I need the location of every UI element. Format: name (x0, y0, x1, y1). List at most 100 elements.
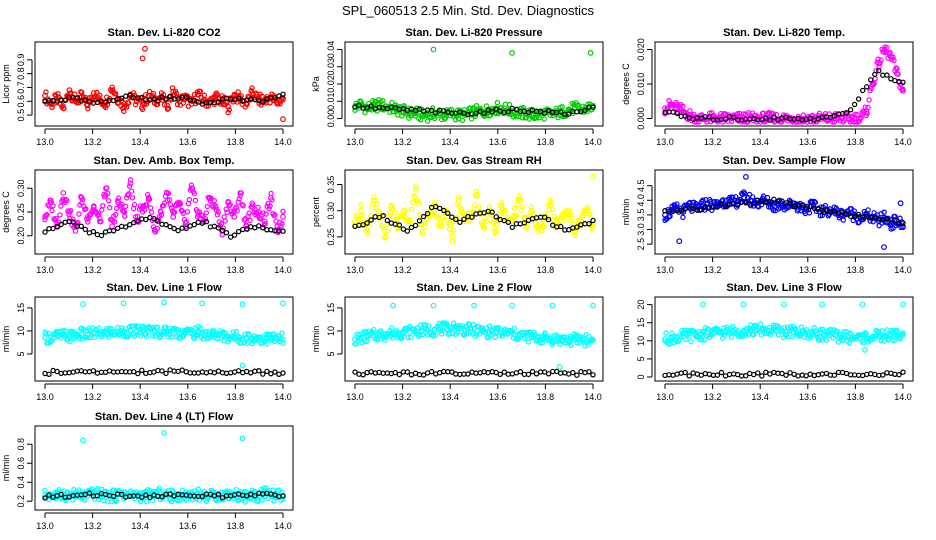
data-point (704, 330, 711, 337)
overlay-point (763, 115, 769, 121)
data-point (255, 209, 262, 215)
outlier-point (161, 299, 167, 306)
data-point (42, 334, 48, 341)
data-point (362, 338, 368, 344)
data-point (431, 326, 438, 333)
data-point (492, 228, 499, 235)
data-point (514, 201, 521, 207)
data-point (184, 209, 191, 215)
overlay-point (151, 215, 157, 222)
data-point (413, 328, 419, 334)
data-point (199, 213, 205, 219)
data-point (188, 182, 195, 188)
outlier-point (881, 244, 887, 251)
data-point (741, 194, 748, 201)
chart-title: Stan. Dev. Li-820 CO2 (108, 27, 221, 39)
points (352, 46, 596, 124)
x-axis: 13.0 13.2 13.4 13.6 13.8 14.0 (656, 383, 912, 402)
data-point (42, 92, 48, 99)
data-point (480, 328, 487, 335)
overlay-point (449, 369, 455, 375)
data-point (167, 202, 174, 208)
data-point (149, 333, 156, 339)
data-point (680, 214, 686, 221)
data-point (125, 333, 132, 339)
data-point (388, 202, 395, 209)
data-point (48, 199, 54, 206)
data-point (225, 109, 231, 116)
data-point (498, 199, 505, 206)
y-tick-label: 0.020 (636, 38, 646, 61)
data-point (68, 207, 74, 214)
overlay-point (433, 110, 439, 116)
data-point (223, 206, 229, 212)
x-tick-label: 13.6 (179, 521, 197, 531)
overlay-point (171, 225, 177, 232)
data-point (892, 337, 898, 343)
data-point (219, 332, 225, 339)
overlay-point (509, 224, 515, 231)
overlay-point (143, 216, 149, 223)
y-tick-label: 0 (636, 374, 646, 379)
overlay-point (58, 221, 64, 228)
overlay-point (404, 228, 411, 234)
data-point (771, 203, 778, 210)
data-point (717, 329, 723, 336)
data-point (449, 238, 456, 245)
data-point (218, 220, 224, 227)
data-point (128, 188, 135, 194)
x-tick-label: 13.0 (36, 521, 54, 531)
x-tick-label: 13.4 (131, 392, 149, 402)
data-point (358, 334, 365, 341)
data-point (206, 194, 213, 201)
overlay-point (126, 221, 133, 228)
outlier-point (590, 173, 596, 180)
data-point (157, 490, 164, 497)
data-point (237, 190, 244, 196)
data-point (464, 326, 471, 332)
data-point (261, 335, 268, 342)
data-point (280, 213, 286, 220)
data-point (247, 217, 253, 224)
overlay-point (139, 94, 145, 101)
overlay-point (751, 200, 757, 207)
outlier-point (862, 347, 868, 353)
data-point (866, 97, 872, 103)
data-point (267, 203, 273, 209)
data-point (408, 334, 414, 341)
data-point (361, 329, 367, 335)
data-point (194, 91, 201, 98)
overlay-point (489, 108, 495, 115)
data-point (547, 202, 554, 209)
data-point (872, 76, 878, 82)
x-tick-label: 14.0 (894, 392, 912, 402)
data-point (811, 325, 818, 331)
overlay-point (586, 221, 592, 227)
overlay-point (771, 196, 777, 202)
overlay-point (698, 206, 705, 213)
overlay-point (364, 105, 370, 111)
y-tick-label: 0.9 (16, 54, 26, 67)
data-point (488, 212, 495, 218)
outlier-point (239, 301, 246, 308)
data-point (811, 198, 818, 205)
overlay-point (674, 110, 680, 117)
y-axis: 0.20 0.25 0.30 (16, 179, 33, 245)
y-tick-label: 0.25 (16, 203, 26, 221)
y-axis: 0.25 0.30 0.35 (326, 176, 343, 246)
data-point (446, 330, 453, 337)
overlay-point (118, 95, 125, 101)
data-point (577, 336, 584, 343)
overlay-point (151, 96, 157, 102)
overlay-point (497, 371, 503, 377)
data-point (203, 210, 209, 216)
x-tick-label: 13.8 (537, 265, 555, 275)
x-axis: 13.0 13.2 13.4 13.6 13.8 14.0 (346, 383, 602, 402)
data-point (845, 115, 851, 122)
data-point (145, 197, 152, 203)
chart-panel: Stan. Dev. Amb. Box Temp.13.0 13.2 13.4 13.… (1, 155, 294, 275)
x-tick-label: 13.2 (394, 392, 412, 402)
overlay-point (396, 222, 403, 228)
overlay-point (264, 368, 270, 375)
